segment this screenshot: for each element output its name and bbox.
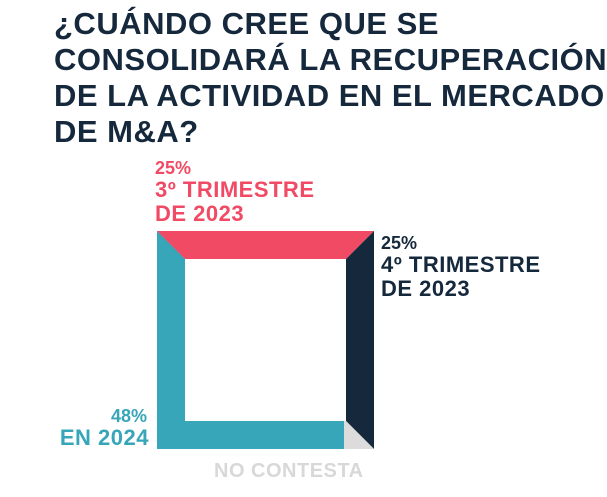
slice-label-no-contesta: NO CONTESTA: [214, 460, 364, 483]
slice-q4-2023: [346, 231, 374, 449]
slice-name-q4-line2: DE 2023: [381, 276, 471, 301]
slice-name-2024: EN 2024: [59, 425, 149, 450]
slice-pct-2024: 48%: [110, 406, 147, 426]
slice-2024: [157, 231, 344, 449]
slice-label-q3-2023: 25% 3º TRIMESTRE DE 2023: [155, 158, 315, 226]
slice-name-q3-line2: DE 2023: [155, 201, 245, 226]
title-line-1: ¿CUÁNDO CREE QUE SE: [54, 6, 439, 41]
title-line-2: CONSOLIDARÁ LA RECUPERACIÓN: [54, 42, 607, 77]
slice-name-q4-line1: 4º TRIMESTRE: [381, 252, 541, 277]
slice-q3-2023: [157, 231, 374, 259]
slice-name-no-contesta: NO CONTESTA: [214, 460, 364, 482]
title-line-4: DE M&A?: [54, 114, 199, 149]
slice-pct-q4: 25%: [381, 233, 418, 253]
title-line-3: DE LA ACTIVIDAD EN EL MERCADO: [54, 78, 605, 113]
bevel-top-left: [157, 231, 185, 260]
slice-no-contesta: [344, 421, 374, 449]
slice-name-q3-line1: 3º TRIMESTRE: [155, 177, 315, 202]
slice-pct-q3: 25%: [155, 158, 192, 178]
chart-title: ¿CUÁNDO CREE QUE SE CONSOLIDARÁ LA RECUP…: [54, 6, 607, 150]
slice-label-q4-2023: 25% 4º TRIMESTRE DE 2023: [381, 233, 541, 301]
slice-label-2024: 48% EN 2024: [54, 406, 149, 450]
